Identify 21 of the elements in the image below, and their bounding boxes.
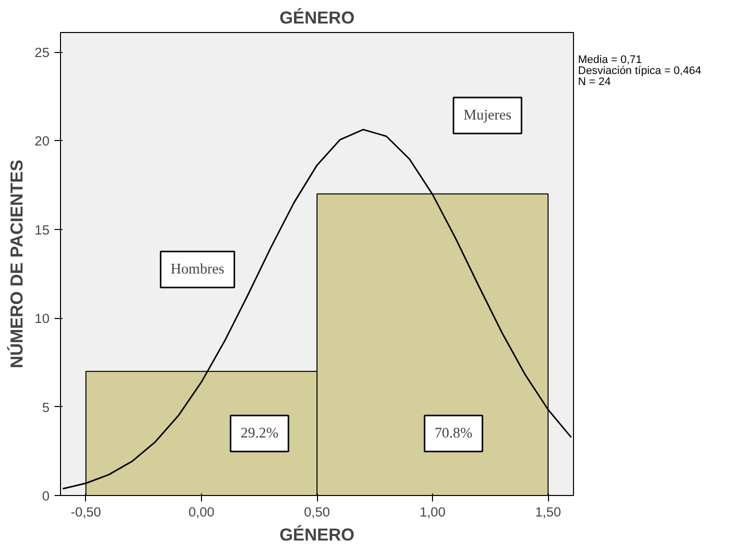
text: Media = 0,71 [578, 54, 642, 66]
annotation: 29.2% [240, 426, 278, 442]
y-tick-label: 25 [34, 45, 50, 60]
chart-title: GÉNERO [279, 8, 355, 28]
annotation: Mujeres [463, 108, 512, 124]
y-tick-label: 0 [42, 488, 50, 504]
annotation: Hombres [170, 262, 225, 278]
text: N = 24 [578, 76, 611, 88]
x-tick-label: 0,50 [304, 504, 330, 520]
y-tick-label: 5 [42, 400, 50, 415]
x-tick-label: 0,00 [188, 504, 214, 520]
annotation: 70.8% [434, 426, 472, 442]
text: Desviación típica = 0,464 [578, 65, 702, 77]
y-tick-label: 15 [34, 222, 50, 238]
x-axis-title: GÉNERO [279, 524, 355, 544]
x-tick-label: 1,00 [420, 504, 446, 520]
y-tick-label: 20 [34, 134, 50, 149]
x-tick-label: 1,50 [535, 504, 562, 520]
x-tick-label: -0,50 [70, 504, 102, 520]
y-axis-title: NÚMERO DE PACIENTES [6, 160, 27, 368]
y-tick-label: 10 [34, 311, 50, 326]
